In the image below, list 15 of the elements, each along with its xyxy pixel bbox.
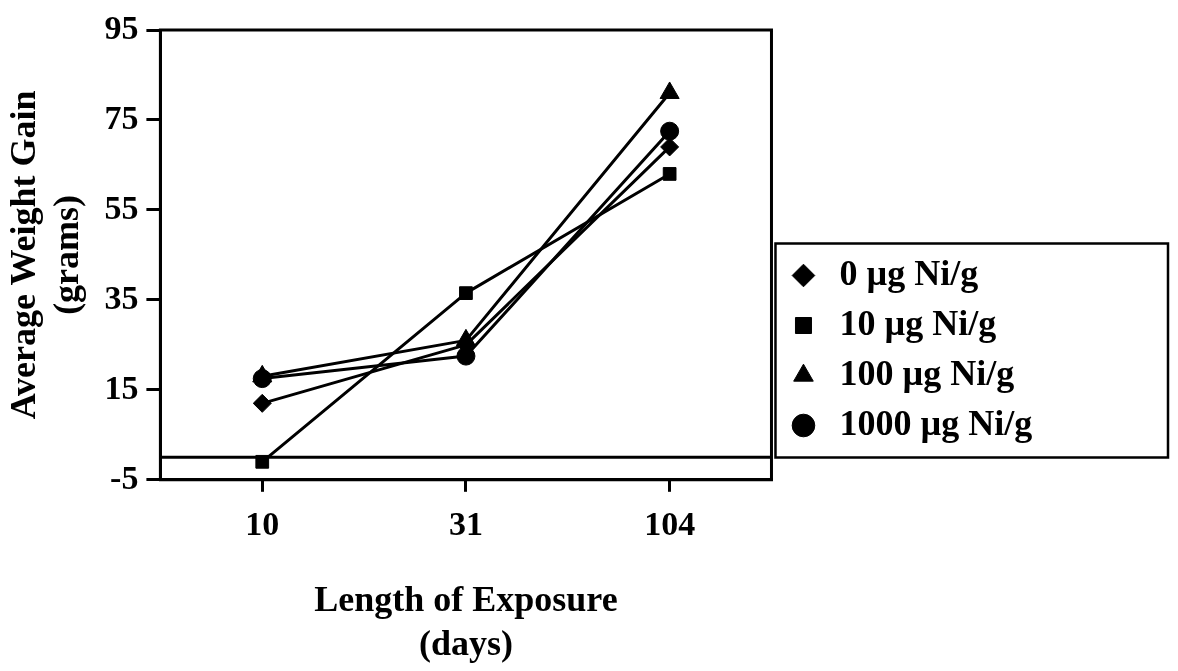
legend-label: 10 µg Ni/g <box>839 302 997 343</box>
y-tick-label: 75 <box>104 98 139 136</box>
y-tick-label: 95 <box>104 8 139 46</box>
y-axis-title: Average Weight Gain (grams) <box>2 90 87 420</box>
x-axis-title: Length of Exposure (days) <box>314 579 618 663</box>
y-tick-label: 15 <box>104 368 139 406</box>
x-tick-label: 10 <box>245 504 280 542</box>
y-tick-label: 55 <box>104 188 139 226</box>
x-tick-label: 104 <box>644 504 696 542</box>
y-tick-label: -5 <box>110 458 139 496</box>
legend-label: 100 µg Ni/g <box>839 352 1015 393</box>
x-tick-label: 31 <box>448 504 483 542</box>
legend-label: 1000 µg Ni/g <box>839 402 1033 443</box>
legend-label: 0 µg Ni/g <box>839 252 979 293</box>
y-tick-label: 35 <box>104 278 139 316</box>
